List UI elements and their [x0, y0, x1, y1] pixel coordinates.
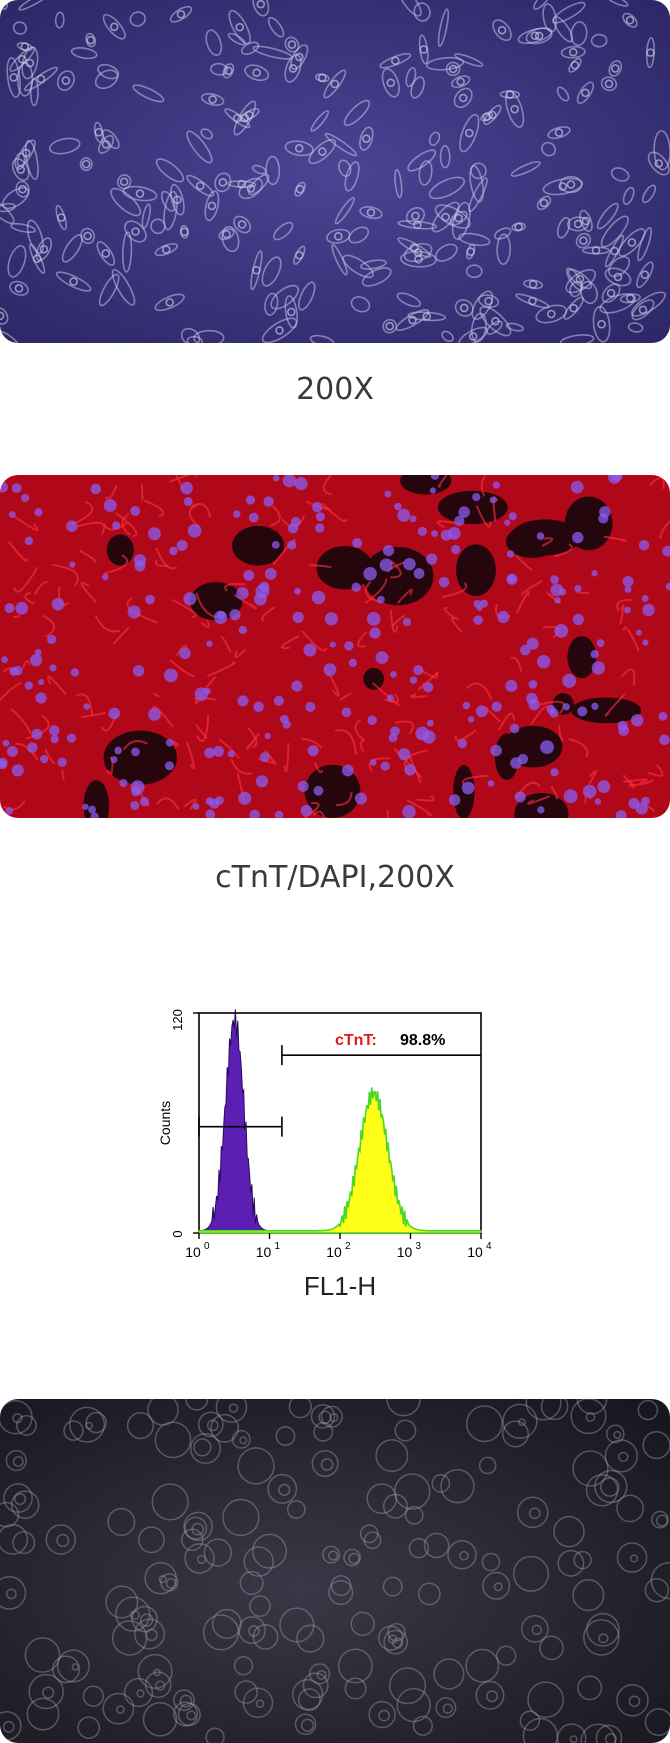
x-tick-label: 10 [397, 1244, 413, 1260]
caption-200x: 200X [296, 372, 374, 407]
x-axis-label: FL1-H [304, 1271, 376, 1301]
x-tick-exponent: 0 [204, 1241, 210, 1252]
x-tick-exponent: 3 [416, 1241, 422, 1252]
caption-ctnt-dapi: cTnT/DAPI,200X [215, 860, 455, 895]
y-axis-label: Counts [157, 1101, 173, 1145]
x-tick-label: 10 [326, 1244, 342, 1260]
x-tick-label: 10 [185, 1244, 201, 1260]
fluorescence-micrograph [0, 475, 670, 818]
phase-contrast-micrograph-dark [0, 1399, 670, 1743]
gate-value: 98.8% [400, 1032, 445, 1049]
flow-cytometry-histogram: cTnT: 98.8% 120 0 Counts 10 0 10 1 10 2 10 3 10 4… [157, 1009, 492, 1301]
phase-contrast-micrograph [0, 0, 670, 343]
phase-contrast-image-dark [0, 1399, 670, 1743]
gate-markers [198, 1045, 481, 1137]
ctnt-sample-histogram [198, 1087, 482, 1234]
cTnT-DAPI-fluorescence-image [0, 475, 670, 818]
x-tick-exponent: 1 [275, 1241, 281, 1252]
x-tick-label: 10 [467, 1244, 483, 1260]
gate-label: cTnT: [335, 1032, 377, 1049]
x-tick-exponent: 2 [345, 1241, 351, 1252]
y-tick-120: 120 [170, 1009, 185, 1031]
x-tick-exponent: 4 [486, 1241, 492, 1252]
y-tick-0: 0 [170, 1230, 185, 1237]
x-tick-label: 10 [256, 1244, 272, 1260]
phase-contrast-image-200x [0, 0, 670, 343]
